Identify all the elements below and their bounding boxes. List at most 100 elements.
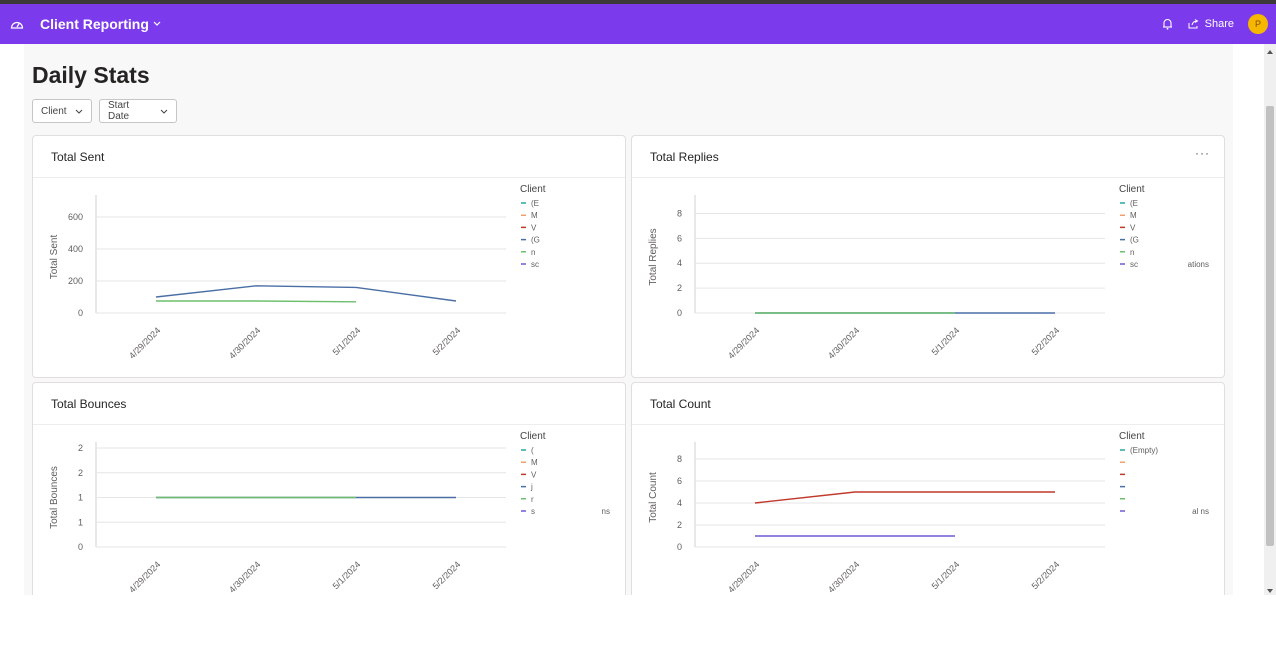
vertical-scrollbar[interactable] bbox=[1264, 44, 1276, 595]
x-tick-label: 5/1/2024 bbox=[930, 559, 962, 591]
legend-item: M bbox=[531, 211, 538, 220]
card-divider bbox=[632, 424, 1224, 425]
legend-item: ( bbox=[531, 446, 534, 455]
client-filter[interactable]: Client bbox=[32, 99, 92, 123]
total-bounces-card[interactable]: Total Bounces 0 1 1 2 2 Total Bounces 4/29/202… bbox=[32, 382, 626, 595]
card-divider bbox=[632, 177, 1224, 178]
bell-icon[interactable] bbox=[1162, 17, 1176, 31]
card-title: Total Sent bbox=[51, 150, 105, 164]
y-tick-label: 0 bbox=[677, 308, 682, 318]
page-title: Daily Stats bbox=[32, 62, 150, 88]
legend-overflow-text: ations bbox=[1188, 260, 1209, 269]
series-line bbox=[754, 491, 1055, 504]
share-icon bbox=[1188, 19, 1199, 29]
legend-item: (G bbox=[531, 236, 540, 245]
total-replies-card[interactable]: Total Replies ··· 0 2 4 6 8 Total Replies 4/29… bbox=[631, 135, 1225, 378]
y-tick-label: 6 bbox=[677, 233, 682, 243]
y-tick-label: 0 bbox=[78, 308, 83, 318]
x-tick-label: 5/2/2024 bbox=[431, 325, 463, 357]
y-tick-label: 8 bbox=[677, 208, 682, 218]
legend-title: Client bbox=[1119, 431, 1145, 442]
y-tick-label: 400 bbox=[68, 244, 83, 254]
total-count-card[interactable]: Total Count 0 2 4 6 8 Total Count 4/29/2024 4/3… bbox=[631, 382, 1225, 595]
avatar[interactable]: P bbox=[1248, 14, 1268, 34]
legend-item: V bbox=[531, 223, 537, 232]
y-tick-label: 2 bbox=[677, 520, 682, 530]
x-tick-label: 5/1/2024 bbox=[331, 559, 363, 591]
series-line bbox=[156, 300, 357, 303]
y-tick-label: 0 bbox=[677, 542, 682, 552]
y-tick-label: 4 bbox=[677, 258, 682, 268]
scroll-down-icon[interactable] bbox=[1267, 589, 1273, 593]
chevron-down-icon[interactable] bbox=[153, 19, 163, 29]
card-divider bbox=[33, 424, 625, 425]
x-tick-label: 4/30/2024 bbox=[227, 559, 262, 594]
window-top-strip bbox=[0, 0, 1276, 4]
more-options-icon[interactable]: ··· bbox=[1195, 146, 1210, 160]
card-title: Total Count bbox=[650, 397, 711, 411]
x-tick-label: 4/30/2024 bbox=[826, 559, 861, 594]
scroll-thumb[interactable] bbox=[1266, 106, 1274, 546]
y-tick-label: 1 bbox=[78, 517, 83, 527]
legend-overflow-text: ns bbox=[602, 507, 610, 516]
y-axis-title: Total Count bbox=[648, 472, 659, 523]
legend-title: Client bbox=[1119, 184, 1145, 195]
x-tick-label: 5/1/2024 bbox=[930, 325, 962, 357]
y-tick-label: 8 bbox=[677, 454, 682, 464]
app-title[interactable]: Client Reporting bbox=[40, 16, 149, 32]
legend-item: sc bbox=[1130, 260, 1138, 269]
total-count-chart: 0 2 4 6 8 Total Count 4/29/2024 4/30/2024 5/1/20… bbox=[648, 431, 1209, 595]
legend-item: sc bbox=[531, 260, 539, 269]
x-tick-label: 5/2/2024 bbox=[431, 559, 463, 591]
y-tick-label: 600 bbox=[68, 212, 83, 222]
x-tick-label: 5/2/2024 bbox=[1030, 559, 1062, 591]
x-tick-label: 4/29/2024 bbox=[127, 325, 162, 360]
card-divider bbox=[33, 177, 625, 178]
x-tick-label: 5/1/2024 bbox=[331, 325, 363, 357]
chevron-down-icon bbox=[160, 107, 168, 115]
total-replies-chart: 0 2 4 6 8 Total Replies 4/29/2024 4/30/2024 5/1/… bbox=[648, 184, 1209, 361]
legend-item: (E bbox=[1130, 199, 1138, 208]
total-sent-card[interactable]: Total Sent 0 200 400 600 Total Sent 4/29/2024… bbox=[32, 135, 626, 378]
x-tick-label: 4/29/2024 bbox=[726, 325, 761, 360]
dashboard-icon[interactable] bbox=[10, 16, 26, 32]
x-tick-label: 5/2/2024 bbox=[1030, 325, 1062, 357]
legend-item: n bbox=[531, 248, 535, 257]
legend-item: V bbox=[531, 470, 537, 479]
series-line bbox=[155, 285, 457, 302]
card-title: Total Replies bbox=[650, 150, 719, 164]
y-tick-label: 6 bbox=[677, 476, 682, 486]
y-tick-label: 0 bbox=[78, 542, 83, 552]
chevron-down-icon bbox=[75, 107, 83, 115]
y-axis-title: Total Sent bbox=[49, 235, 60, 280]
total-sent-chart: 0 200 400 600 Total Sent 4/29/2024 4/30/2024 5/… bbox=[49, 184, 546, 361]
start-date-filter-label: Start Date bbox=[108, 100, 130, 122]
y-tick-label: 2 bbox=[78, 468, 83, 478]
legend-item: (Empty) bbox=[1130, 446, 1158, 455]
y-axis-title: Total Replies bbox=[648, 228, 659, 285]
legend-title: Client bbox=[520, 431, 546, 442]
legend-item: M bbox=[531, 458, 538, 467]
x-tick-label: 4/29/2024 bbox=[726, 559, 761, 594]
share-button[interactable]: Share bbox=[1188, 18, 1234, 30]
y-tick-label: 2 bbox=[78, 443, 83, 453]
start-date-filter[interactable]: Start Date bbox=[99, 99, 177, 123]
legend-item: n bbox=[1130, 248, 1134, 257]
x-tick-label: 4/30/2024 bbox=[227, 325, 262, 360]
y-axis-title: Total Bounces bbox=[49, 466, 60, 529]
app-header: Client Reporting Share P bbox=[0, 4, 1276, 44]
x-tick-label: 4/29/2024 bbox=[127, 559, 162, 594]
legend-item: r bbox=[531, 495, 534, 504]
legend-item: s bbox=[531, 507, 535, 516]
legend-item: (G bbox=[1130, 236, 1139, 245]
legend-item: V bbox=[1130, 223, 1136, 232]
y-tick-label: 200 bbox=[68, 276, 83, 286]
share-label: Share bbox=[1204, 18, 1234, 30]
total-bounces-chart: 0 1 1 2 2 Total Bounces 4/29/2024 4/30/2024 5/1/… bbox=[49, 431, 610, 595]
legend-overflow-text: al ns bbox=[1192, 507, 1209, 516]
legend-title: Client bbox=[520, 184, 546, 195]
client-filter-label: Client bbox=[41, 105, 67, 117]
scroll-up-icon[interactable] bbox=[1267, 50, 1273, 54]
legend-item: M bbox=[1130, 211, 1137, 220]
report-canvas: Daily Stats Client Start Date Total Sent… bbox=[24, 44, 1233, 595]
